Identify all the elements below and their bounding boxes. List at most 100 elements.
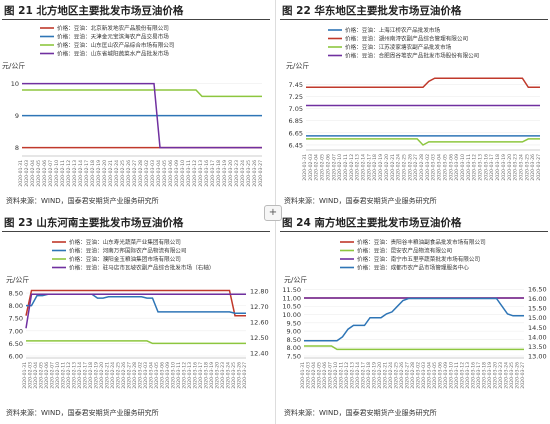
legend-label: 价格：豆油：贵阳谷丰粮油副食品批发市场有限公司 xyxy=(357,238,486,246)
source-note: 资料来源：WIND，国泰君安期货产业服务研究所 xyxy=(6,197,159,205)
y-axis-label: 元/公斤 xyxy=(6,275,29,284)
y-right-tick-label: 16.00 xyxy=(528,295,547,303)
x-tick-label: 2020-02-07 xyxy=(328,362,334,389)
x-tick-label: 2020-03-20 xyxy=(493,362,499,389)
chart-panel-24: 图 24 南方地区主要批发市场豆油价格 元/公斤 7.50 8.00 8.50 9.00… xyxy=(278,212,550,424)
x-tick-label: 2020-03-09 xyxy=(165,362,171,389)
x-tick-label: 2020-03-18 xyxy=(482,362,488,389)
x-tick-label: 2020-02-13 xyxy=(350,362,356,389)
y-tick-label: 10.50 xyxy=(282,303,301,311)
x-tick-label: 2020-02-05 xyxy=(36,160,42,187)
y-tick-label: 9 xyxy=(15,112,19,120)
x-tick-label: 2020-02-25 xyxy=(120,160,126,187)
y-tick-label: 6.85 xyxy=(289,117,303,125)
x-tick-label: 2020-03-27 xyxy=(258,160,264,187)
x-tick-label: 2020-03-18 xyxy=(216,160,222,187)
x-tick-label: 2020-03-12 xyxy=(472,154,478,181)
x-tick-label: 2020-03-03 xyxy=(143,362,149,389)
x-tick-label: 2020-02-25 xyxy=(116,362,122,389)
x-tick-label: 2020-03-10 xyxy=(449,362,455,389)
y-right-tick-label: 13.50 xyxy=(528,343,547,351)
series-line xyxy=(26,340,246,345)
x-tick-label: 2020-02-03 xyxy=(24,160,30,187)
x-tick-label: 2020-02-19 xyxy=(372,362,378,389)
x-tick-label: 2020-03-04 xyxy=(149,362,155,389)
x-tick-label: 2020-02-18 xyxy=(88,362,94,389)
x-tick-label: 2020-03-23 xyxy=(234,160,240,187)
x-tick-label: 2020-03-02 xyxy=(144,160,150,187)
series-line xyxy=(26,293,246,314)
y-tick-label: 6.00 xyxy=(9,353,23,361)
x-tick-label: 2020-03-24 xyxy=(518,154,524,181)
chart-title: 图 22 华东地区主要批发市场豆油价格 xyxy=(282,5,462,17)
y-tick-label: 8.50 xyxy=(9,290,23,298)
x-tick-label: 2020-03-06 xyxy=(160,362,166,389)
y-tick-label: 9.00 xyxy=(287,328,301,336)
legend-label: 价格：豆油：濮阳金玉粮油集团市场有限公司 xyxy=(69,255,181,263)
x-tick-label: 2020-02-21 xyxy=(390,154,396,181)
legend-label: 价格：豆油：湖州南浔农副产品综合管理有限公司 xyxy=(345,35,468,43)
x-tick-label: 2020-02-21 xyxy=(108,160,114,187)
x-tick-label: 2020-03-23 xyxy=(513,154,519,181)
legend-label: 价格：豆油：南宁市五里亭蔬菜批发市场有限公司 xyxy=(357,255,480,263)
x-tick-label: 2020-02-17 xyxy=(366,154,372,181)
x-tick-label: 2020-03-03 xyxy=(431,154,437,181)
y-tick-label: 7.50 xyxy=(9,315,23,323)
x-tick-label: 2020-03-16 xyxy=(204,160,210,187)
y-tick-label: 8 xyxy=(15,144,19,152)
x-tick-label: 2020-02-27 xyxy=(413,154,419,181)
x-tick-label: 2020-02-28 xyxy=(138,160,144,187)
x-tick-label: 2020-01-31 xyxy=(302,154,308,181)
x-tick-label: 2020-03-11 xyxy=(466,154,472,181)
legend-label: 价格：豆油：山东寿光蔬菜产业集团有限公司 xyxy=(69,238,181,246)
series-line xyxy=(22,82,262,149)
y-right-tick-label: 13.00 xyxy=(528,353,547,361)
x-tick-label: 2020-03-27 xyxy=(536,154,542,181)
source-note: 资料来源：WIND，国泰君安期货产业服务研究所 xyxy=(284,197,437,205)
y-right-tick-label: 12.70 xyxy=(250,303,269,311)
x-tick-label: 2020-03-23 xyxy=(498,362,504,389)
x-tick-label: 2020-03-23 xyxy=(220,362,226,389)
x-tick-label: 2020-02-14 xyxy=(355,362,361,389)
x-tick-label: 2020-03-24 xyxy=(226,362,232,389)
add-button[interactable]: + xyxy=(264,205,282,221)
y-right-tick-label: 14.00 xyxy=(528,333,547,341)
x-tick-label: 2020-02-25 xyxy=(394,362,400,389)
legend-label: 价格：豆油：天津金元宝滨海农产品交易市场 xyxy=(57,33,169,41)
x-tick-label: 2020-03-12 xyxy=(460,362,466,389)
y-axis-label: 元/公斤 xyxy=(284,275,307,284)
x-tick-label: 2020-03-13 xyxy=(198,160,204,187)
x-tick-label: 2020-03-27 xyxy=(242,362,248,389)
x-tick-label: 2020-03-24 xyxy=(504,362,510,389)
x-tick-label: 2020-02-17 xyxy=(84,160,90,187)
y-tick-label: 6.65 xyxy=(289,129,303,137)
x-tick-label: 2020-02-12 xyxy=(349,154,355,181)
x-tick-label: 2020-03-25 xyxy=(246,160,252,187)
x-tick-label: 2020-03-24 xyxy=(240,160,246,187)
x-tick-label: 2020-02-04 xyxy=(33,362,39,389)
x-tick-label: 2020-03-02 xyxy=(416,362,422,389)
y-tick-label: 6.45 xyxy=(289,141,303,149)
x-tick-label: 2020-02-04 xyxy=(311,362,317,389)
x-tick-label: 2020-03-25 xyxy=(509,362,515,389)
x-tick-label: 2020-02-27 xyxy=(405,362,411,389)
x-tick-label: 2020-03-19 xyxy=(222,160,228,187)
chart-panel-21: 图 21 北方地区主要批发市场豆油价格 元/公斤 8 9 10 2020-01-31 20… xyxy=(0,0,272,212)
legend-label: 价格：豆油：山东匡山农产品综合市场有限公司 xyxy=(57,41,174,49)
legend-label: 价格：豆油：山东省城阳蔬菜水产品批发市场 xyxy=(57,50,169,58)
y-tick-label: 10 xyxy=(11,80,19,88)
x-tick-label: 2020-03-26 xyxy=(530,154,536,181)
legend-label: 价格：豆油：成都市农产品市场管理服务中心 xyxy=(357,264,469,272)
y-right-tick-label: 12.40 xyxy=(250,349,269,357)
x-tick-label: 2020-03-26 xyxy=(252,160,258,187)
title-rule xyxy=(280,19,548,20)
x-tick-label: 2020-03-04 xyxy=(427,362,433,389)
y-tick-label: 9.50 xyxy=(287,319,301,327)
x-tick-label: 2020-03-16 xyxy=(193,362,199,389)
x-tick-label: 2020-03-19 xyxy=(209,362,215,389)
series-line xyxy=(304,345,524,351)
x-tick-label: 2020-03-13 xyxy=(465,362,471,389)
x-tick-label: 2020-02-21 xyxy=(383,362,389,389)
title-rule xyxy=(280,231,548,232)
